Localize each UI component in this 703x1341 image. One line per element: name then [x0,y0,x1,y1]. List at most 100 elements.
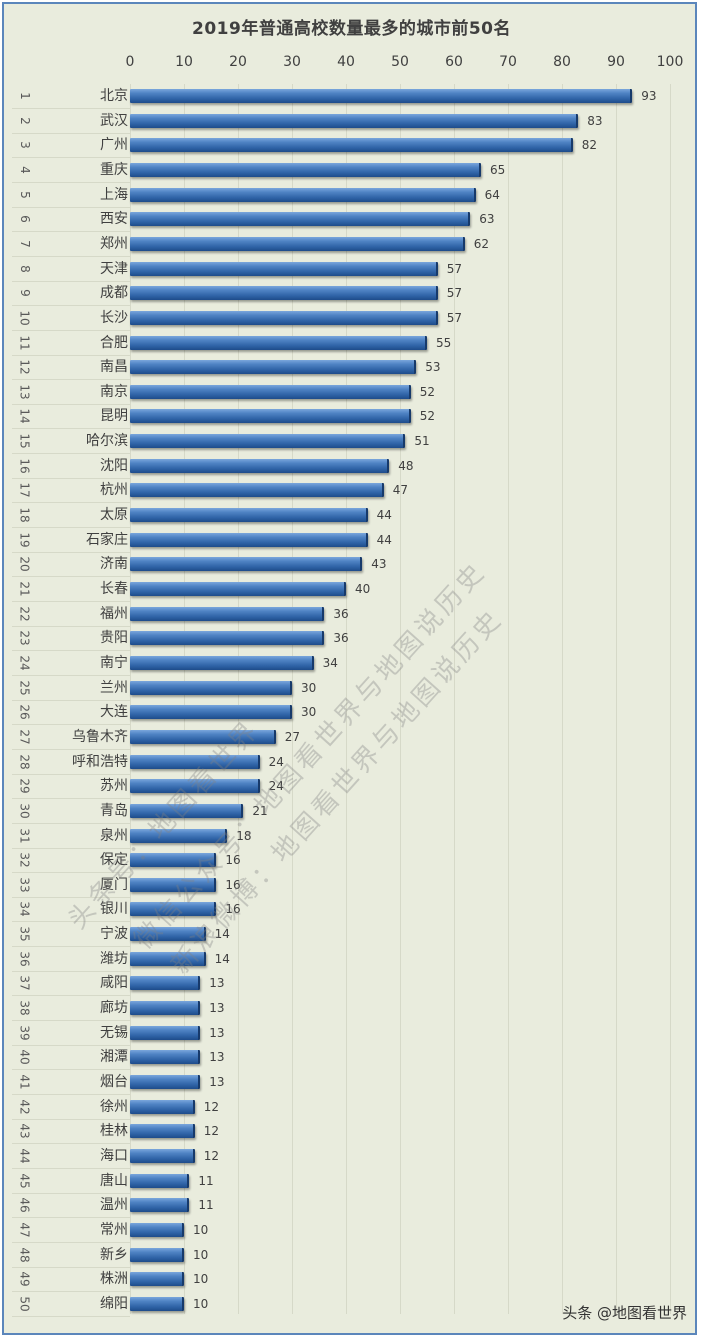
row-divider [12,1266,130,1268]
city-label: 厦门 [100,876,128,893]
bar [130,754,260,769]
category-row: 7 郑州 [12,232,130,256]
rank-label: 21 [14,577,36,601]
row-divider [12,946,130,948]
value-label: 24 [268,754,284,769]
category-row: 28 呼和浩特 [12,750,130,774]
category-row: 3 广州 [12,133,130,157]
row-divider [12,403,130,405]
bar [130,1296,184,1311]
row-divider [12,280,130,282]
rank-label: 45 [14,1169,36,1193]
category-row: 41 烟台 [12,1070,130,1094]
category-row: 45 唐山 [12,1169,130,1193]
value-label: 12 [203,1099,220,1114]
rank-number: 9 [17,289,32,298]
city-label: 长沙 [100,309,128,326]
category-row: 36 潍坊 [12,947,130,971]
value-label: 48 [398,458,414,473]
rank-number: 6 [17,215,32,224]
category-row: 14 昆明 [12,404,130,428]
bar [130,1099,195,1114]
city-label: 株洲 [100,1271,128,1288]
rank-label: 29 [14,774,36,798]
city-label: 济南 [100,556,128,573]
category-row: 31 泉州 [12,824,130,848]
rank-label: 47 [14,1218,36,1242]
city-label: 泉州 [100,827,128,844]
value-label: 10 [193,1272,209,1287]
category-row: 8 天津 [12,257,130,281]
bar [130,631,325,646]
gridline [238,84,239,1314]
bar [130,483,384,498]
city-label: 广州 [100,137,128,154]
bar [130,557,363,572]
rank-label: 4 [14,158,36,182]
row-divider [12,206,130,208]
rank-number: 43 [18,1123,32,1139]
city-label: 廊坊 [100,1000,128,1017]
city-label: 大连 [100,704,128,721]
bar [130,927,206,942]
rank-number: 30 [18,803,32,819]
city-label: 杭州 [100,482,128,499]
bar [130,286,438,301]
rank-label: 3 [14,133,36,157]
rank-number: 41 [18,1074,32,1090]
category-row: 35 宁波 [12,922,130,946]
category-row: 50 绵阳 [12,1292,130,1316]
bar [130,138,573,153]
rank-label: 22 [14,602,36,626]
city-label: 成都 [100,285,128,302]
rank-number: 29 [18,778,32,794]
row-divider [12,576,130,578]
category-row: 27 乌鲁木齐 [12,725,130,749]
bar [130,360,417,375]
rank-number: 42 [18,1099,32,1115]
value-label: 57 [446,261,463,276]
category-row: 21 长春 [12,577,130,601]
category-row: 26 大连 [12,700,130,724]
x-tick-label: 10 [175,54,193,70]
bar [130,113,579,128]
bar [130,1198,190,1213]
rank-number: 11 [18,334,32,351]
row-divider [12,650,130,652]
bar [130,434,406,449]
city-label: 徐州 [100,1098,128,1115]
bar [130,532,368,547]
city-label: 湘潭 [100,1049,128,1066]
chart-title: 2019年普通高校数量最多的城市前50名 [192,19,511,39]
category-row: 17 杭州 [12,478,130,502]
rank-number: 24 [18,655,32,671]
row-divider [12,748,130,750]
rank-number: 17 [18,482,32,499]
bar [130,606,325,621]
rank-number: 37 [18,975,32,992]
row-divider [12,724,130,726]
row-divider [12,798,130,800]
category-row: 40 湘潭 [12,1045,130,1069]
bar [130,261,438,276]
value-label: 30 [301,705,317,720]
bar [130,187,476,202]
rank-label: 9 [14,281,36,305]
bar [130,655,314,670]
rank-number: 50 [18,1296,32,1312]
rank-label: 17 [14,478,36,502]
city-label: 保定 [100,852,128,869]
row-divider [12,921,130,923]
row-divider [12,872,130,874]
gridline [184,84,185,1314]
category-row: 47 常州 [12,1218,130,1242]
value-label: 11 [198,1198,214,1213]
rank-number: 13 [18,384,32,400]
rank-label: 8 [14,257,36,281]
row-divider [12,970,130,972]
city-label: 新乡 [100,1246,128,1263]
city-label: 绵阳 [100,1295,128,1312]
row-divider [12,674,130,676]
city-label: 兰州 [100,679,128,696]
city-label: 乌鲁木齐 [72,728,128,745]
